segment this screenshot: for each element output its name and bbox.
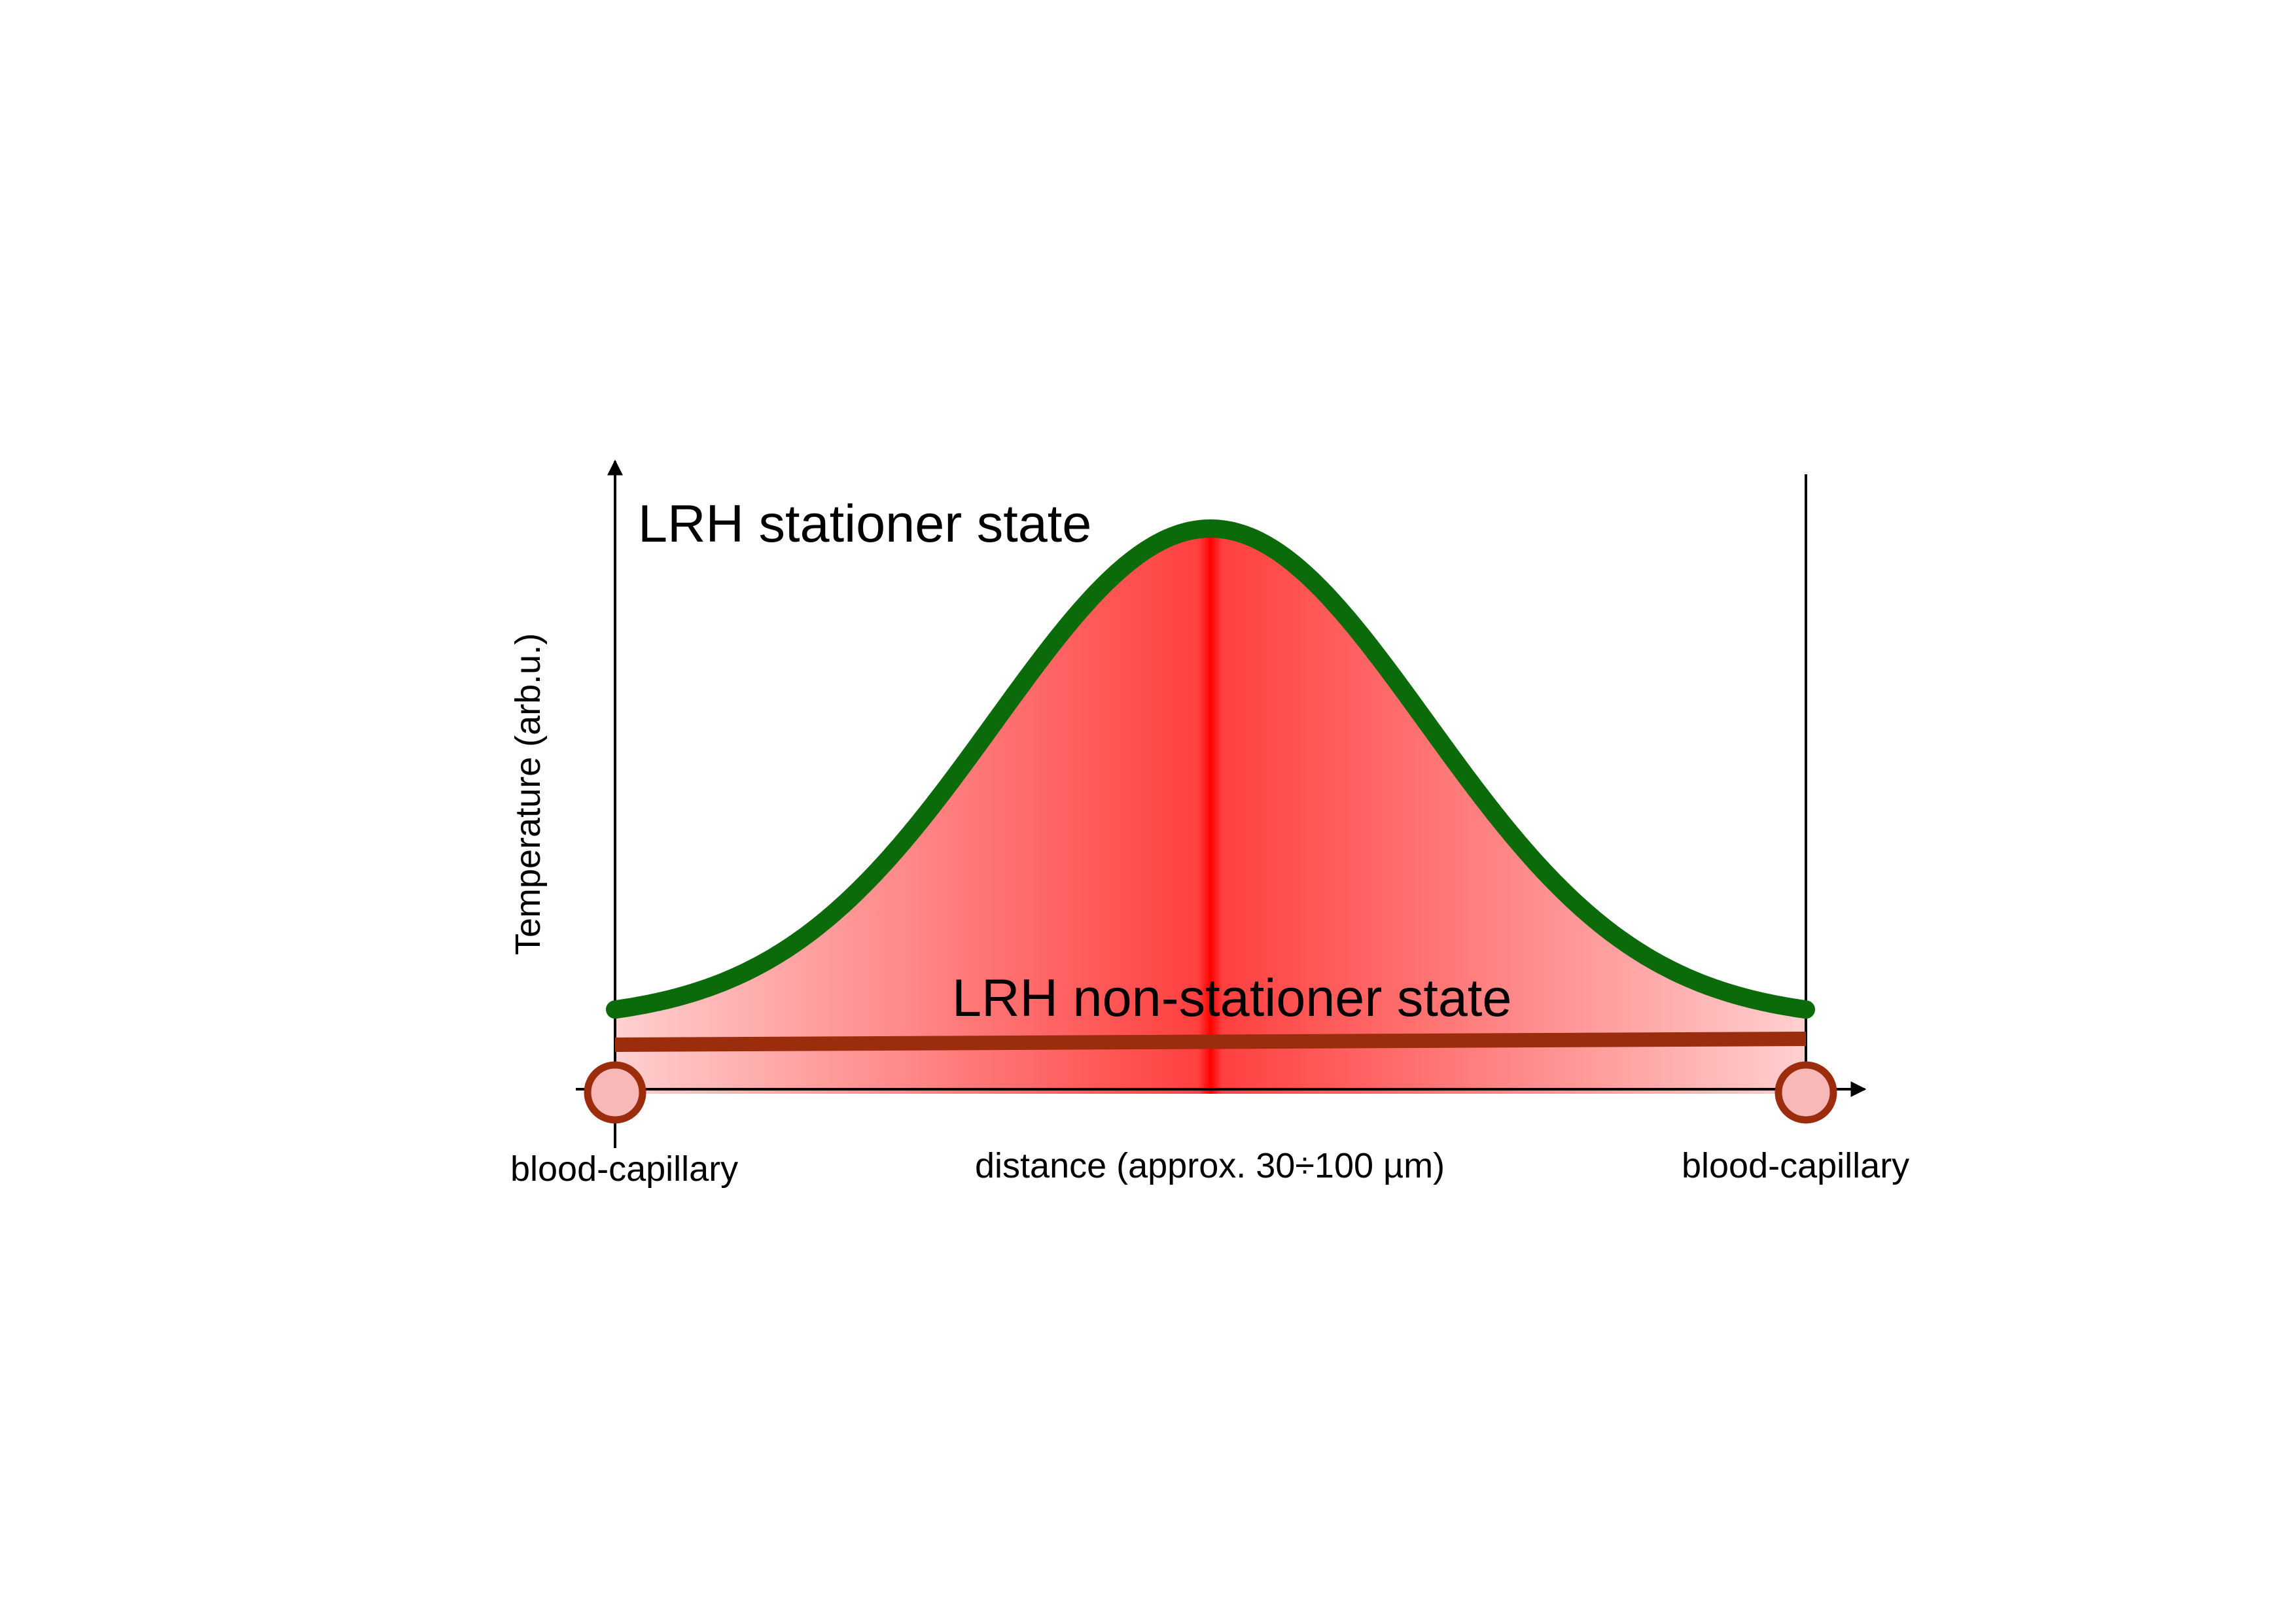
y-axis-label: Temperature (arb.u.) <box>508 633 548 955</box>
right-capillary-label: blood-capillary <box>1682 1146 1909 1185</box>
stationary-state-label: LRH stationer state <box>638 495 1091 553</box>
x-axis-label: distance (approx. 30÷100 µm) <box>975 1146 1445 1185</box>
heated-region-fill <box>615 529 1806 1089</box>
non-stationary-line <box>614 1032 1807 1052</box>
left-capillary-label: blood-capillary <box>510 1149 738 1189</box>
stationary-curve <box>606 519 1815 1019</box>
blood-capillary-right-icon <box>1775 1061 1837 1124</box>
non-stationary-state-label: LRH non-stationer state <box>952 969 1511 1028</box>
blood-capillary-left-icon <box>584 1061 646 1124</box>
